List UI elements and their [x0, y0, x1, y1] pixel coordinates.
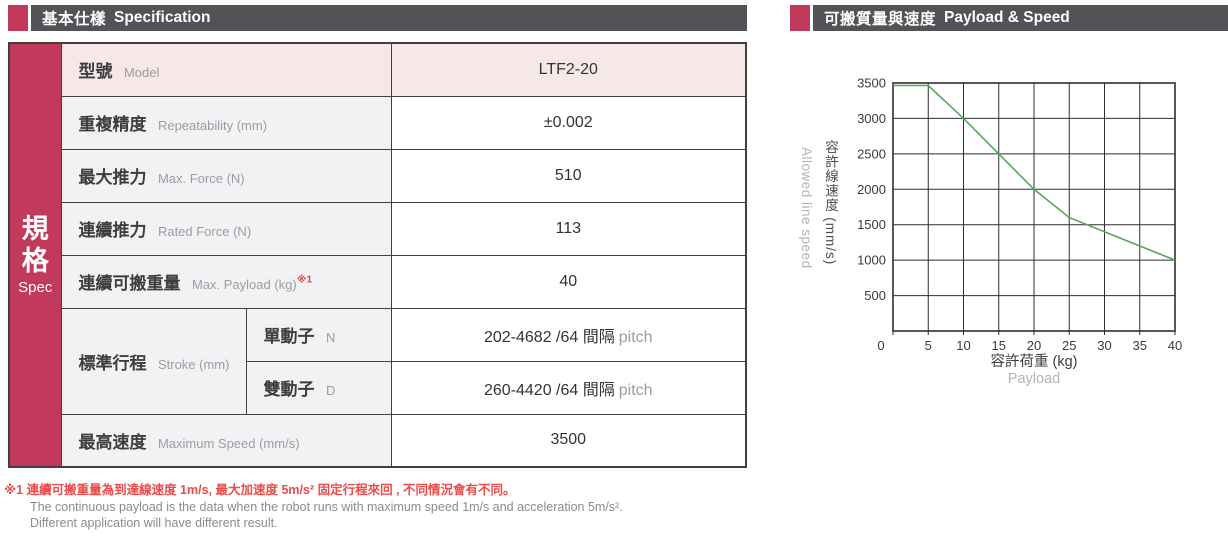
row-label-rated-force: 連續推力 Rated Force (N)	[60, 201, 392, 256]
row-value-max-speed: 3500	[390, 413, 747, 468]
table-row-max-force: 最大推力 Max. Force (N) 510	[9, 148, 747, 203]
payload-section-header: 可搬質量與速度 Payload & Speed	[790, 5, 1228, 31]
table-row-stroke-single: 標準行程 Stroke (mm) 單動子 N 202-4682 /64 間隔 pi…	[9, 307, 747, 415]
row-value-model: LTF2-20	[390, 42, 747, 97]
row-value-stroke-double: 260-4420 /64 間隔 pitch	[390, 360, 747, 415]
spec-section-header: 基本仕樣 Specification	[8, 5, 747, 31]
table-row-model: 規格 Spec 型號 Model LTF2-20	[8, 42, 747, 468]
section-title-zh: 可搬質量與速度	[824, 11, 937, 28]
x-tick-label: 25	[1062, 338, 1076, 353]
x-tick-label: 0	[877, 338, 884, 353]
row-label-repeatability: 重複精度 Repeatability (mm)	[60, 95, 392, 150]
row-label-model: 型號 Model	[60, 42, 392, 97]
table-row-rated-force: 連續推力 Rated Force (N) 113	[9, 201, 747, 256]
row-value-max-payload: 40	[390, 254, 747, 309]
payload-section-title-bar: 可搬質量與速度 Payload & Speed	[813, 5, 1228, 31]
x-tick-label: 5	[925, 338, 932, 353]
x-tick-label: 10	[956, 338, 970, 353]
x-tick-label: 20	[1027, 338, 1041, 353]
spec-section-title-bar: 基本仕樣 Specification	[31, 5, 747, 31]
footnote: ※1 連續可搬重量為到達線速度 1m/s, 最大加速度 5m/s² 固定行程來回…	[4, 482, 623, 531]
section-title-en: Payload & Speed	[944, 9, 1070, 26]
x-tick-label: 15	[992, 338, 1006, 353]
footnote-reference: ※1	[296, 274, 313, 286]
y-tick-label: 3000	[857, 111, 886, 126]
row-value-max-force: 510	[390, 148, 747, 203]
y-tick-label: 1500	[857, 217, 886, 232]
row-label-stroke: 標準行程 Stroke (mm)	[60, 307, 247, 415]
x-axis-title-en: Payload	[1007, 371, 1061, 387]
x-tick-label: 40	[1168, 338, 1182, 353]
row-value-rated-force: 113	[390, 201, 747, 256]
footnote-line-en-1: The continuous payload is the data when …	[30, 499, 623, 514]
row-label-max-speed: 最高速度 Maximum Speed (mm/s)	[60, 413, 392, 468]
section-title-en: Specification	[114, 9, 211, 26]
footnote-line-zh: ※1 連續可搬重量為到達線速度 1m/s, 最大加速度 5m/s² 固定行程來回…	[4, 483, 516, 497]
y-tick-label: 2000	[857, 182, 886, 197]
spec-label-zh: 規格	[21, 214, 49, 276]
y-axis-title-zh: 容許線速度 (mm/s)	[823, 140, 838, 266]
y-tick-label: 2500	[857, 146, 886, 161]
table-row-max-speed: 最高速度 Maximum Speed (mm/s) 3500	[9, 413, 747, 468]
table-row-stroke-double: 雙動子 D 260-4420 /64 間隔 pitch	[9, 360, 747, 415]
x-tick-label: 35	[1133, 338, 1147, 353]
row-label-max-force: 最大推力 Max. Force (N)	[60, 148, 392, 203]
payload-speed-chart: 0 5 10 15 20 25 30 35 40 3500 3000 2500 2000 1500 1000…	[790, 40, 1228, 420]
x-axis-title-zh: 容許荷重 (kg)	[990, 354, 1078, 370]
y-axis-title-en: Allowed line speed	[799, 147, 814, 269]
row-value-stroke-single: 202-4682 /64 間隔 pitch	[390, 307, 747, 362]
row-label-max-payload: 連續可搬重量 Max. Payload (kg)※1	[60, 254, 392, 309]
table-row-repeatability: 重複精度 Repeatability (mm) ±0.002	[9, 95, 747, 150]
spec-label-en: Spec	[18, 278, 53, 296]
spec-table: 規格 Spec 型號 Model LTF2-20 重複精度 Repeatabil…	[8, 42, 747, 468]
y-tick-label: 1000	[857, 253, 886, 268]
sub-label-single-slider: 單動子 N	[245, 307, 392, 362]
row-value-repeatability: ±0.002	[390, 95, 747, 150]
spec-vertical-label: 規格 Spec	[8, 42, 62, 468]
sub-label-double-slider: 雙動子 D	[245, 360, 392, 415]
red-accent-square	[8, 5, 28, 31]
chart-canvas: 0 5 10 15 20 25 30 35 40 3500 3000 2500 2000 1500 1000…	[857, 76, 1182, 354]
y-tick-label: 3500	[857, 76, 886, 91]
red-accent-square	[790, 5, 810, 31]
x-tick-label: 30	[1097, 338, 1111, 353]
table-row-max-payload: 連續可搬重量 Max. Payload (kg)※1 40	[9, 254, 747, 309]
footnote-line-en-2: Different application will have differen…	[30, 516, 278, 530]
speed-payload-line	[893, 84, 1176, 261]
section-title-zh: 基本仕樣	[42, 11, 107, 28]
y-tick-label: 500	[864, 288, 886, 303]
